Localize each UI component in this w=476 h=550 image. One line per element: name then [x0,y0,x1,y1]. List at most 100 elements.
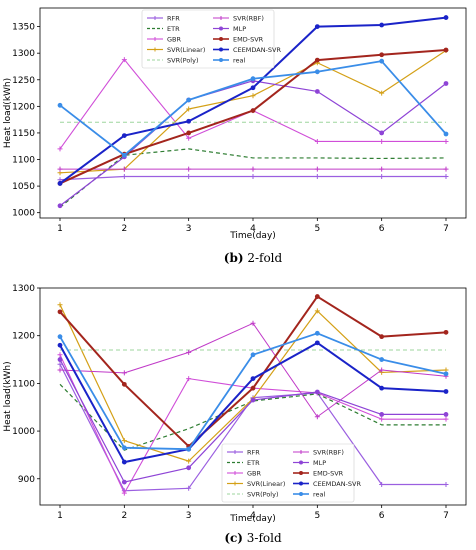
legend-entry: SVR(Linear) [227,480,285,488]
data-point [443,329,449,335]
legend-marker [299,460,303,465]
data-point [443,47,449,53]
legend-entry: RFR [227,448,260,456]
legend-entry: EMD-SVR [213,35,264,43]
data-point [379,334,385,340]
data-point [121,381,127,387]
legend-marker [299,471,303,475]
legend-box [221,443,355,503]
data-point [186,106,192,112]
data-point [121,479,127,485]
data-point [57,102,63,108]
legend-label: CEEMDAN-SVR [313,480,361,488]
data-point [250,174,256,180]
y-tick-label: 1200 [12,102,35,112]
data-point [57,302,63,308]
series-mlp [57,357,449,485]
series-emd-svr [57,294,449,449]
data-point [121,490,127,496]
data-point [57,334,63,340]
legend-label: EMD-SVR [313,469,344,477]
legend: RFR ETR GBR SVR(Linear) SVR(Poly) SVR(RBF) MLP… [141,9,281,69]
data-point [443,166,449,172]
data-point [57,357,63,362]
data-point [186,485,192,491]
data-point [314,174,320,180]
data-point [121,152,127,158]
data-point [379,385,385,391]
legend-entry: SVR(Poly) [227,490,278,498]
legend-entry: MLP [213,25,246,33]
data-point [57,352,63,358]
data-point [186,465,192,471]
data-point [443,411,449,417]
y-axis-label: Heat load(kWh) [3,361,13,431]
data-point [314,138,320,144]
data-point [443,131,449,137]
data-point [379,411,385,417]
legend-label: SVR(RBF) [233,14,264,22]
data-point [443,481,449,487]
legend-marker [233,471,237,475]
legend-label: SVR(Linear) [167,46,205,54]
data-point [121,133,127,138]
data-point [250,352,256,358]
data-point [57,203,63,209]
data-point [57,166,63,172]
legend-label: ETR [167,25,180,33]
legend-label: real [313,490,326,498]
legend-label: SVR(Poly) [167,56,198,64]
legend-label: CEEMDAN-SVR [233,46,281,54]
data-point [379,130,385,136]
figure-caption: (c) 3-fold [224,531,282,545]
x-tick-label: 3 [186,511,192,521]
legend-label: GBR [247,469,261,477]
data-point [379,416,385,422]
series-rfr [57,174,449,183]
data-point [186,130,192,136]
data-point [250,397,256,403]
legend-entry: CEEMDAN-SVR [293,480,361,488]
x-tick-label: 2 [121,224,127,234]
y-tick-label: 1200 [12,332,35,342]
data-point [379,52,385,58]
y-tick-label: 1150 [12,129,35,139]
y-tick-label: 1300 [12,49,35,59]
y-tick-label: 1000 [12,427,35,437]
legend-marker [219,37,223,41]
legend-entry: SVR(Poly) [147,56,198,64]
series-etr [59,148,447,208]
data-point [314,308,320,314]
y-tick-label: 1050 [12,182,35,192]
legend-entry: RFR [147,14,180,22]
data-point [186,166,192,172]
legend-label: GBR [167,35,181,43]
data-point [57,181,63,186]
data-point [57,146,63,152]
data-point [186,97,192,103]
legend-entry: CEEMDAN-SVR [213,46,281,54]
x-tick-label: 5 [314,224,320,234]
y-tick-label: 1350 [12,23,35,33]
data-point [186,376,192,382]
figure-caption: (b) 2-fold [224,251,283,265]
caption-panel-letter: (c) [224,531,243,545]
chart-b-2-fold: 1 2 3 4 5 6 7 1000 1050 1100 1150 1200 1250 1300 1350 T… [3,7,467,265]
legend-label: SVR(Linear) [247,480,285,488]
data-point [314,414,320,420]
legend-label: RFR [247,448,260,456]
data-point [443,416,449,422]
data-point [121,174,127,180]
data-point [314,294,320,299]
data-point [443,81,449,86]
legend-entry: SVR(Linear) [147,46,205,54]
data-point [250,85,256,91]
legend-entry: SVR(RBF) [293,448,344,456]
data-point [379,166,385,172]
data-point [186,118,192,124]
legend-marker [153,16,157,20]
data-point [250,76,256,82]
data-point [314,166,320,172]
x-tick-label: 2 [121,511,127,521]
